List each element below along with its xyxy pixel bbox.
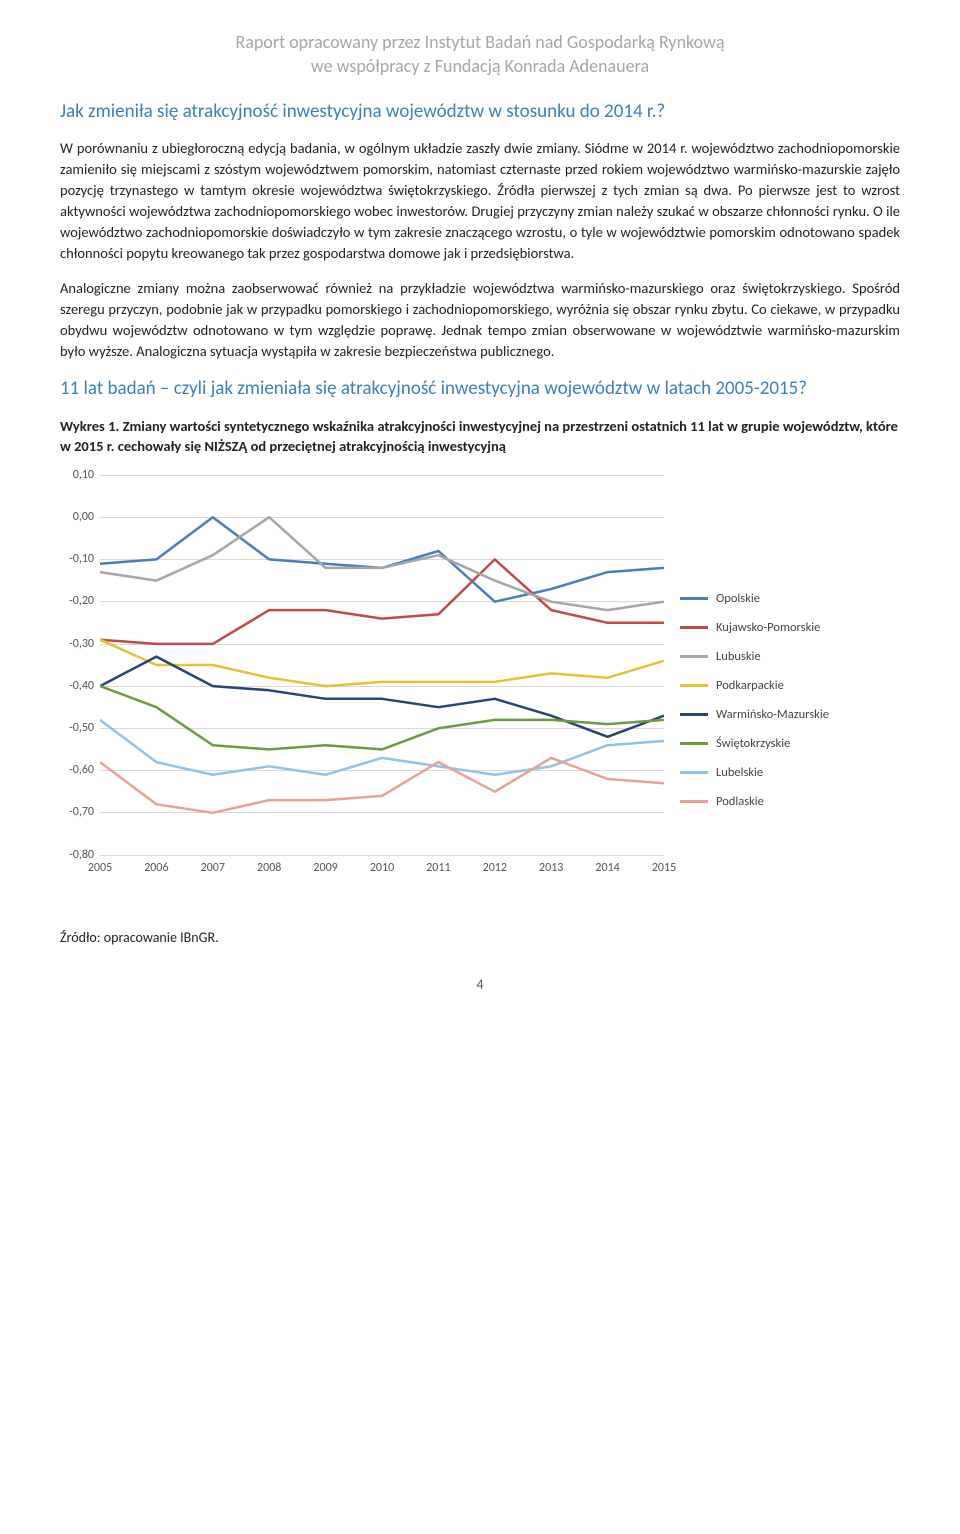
chart-legend: Opolskie Kujawsko-Pomorskie Lubuskie Podkar… (680, 591, 880, 823)
y-tick-label: -0,80 (60, 848, 94, 862)
legend-item: Opolskie (680, 591, 880, 606)
legend-swatch (680, 800, 708, 803)
series-line (100, 639, 664, 685)
legend-label: Kujawsko-Pomorskie (716, 620, 820, 635)
y-tick-label: -0,50 (60, 721, 94, 735)
report-header: Raport opracowany przez Instytut Badań n… (60, 30, 900, 79)
legend-item: Lubuskie (680, 649, 880, 664)
y-tick-label: -0,10 (60, 552, 94, 566)
x-tick-label: 2014 (595, 861, 619, 875)
y-tick-label: -0,20 (60, 594, 94, 608)
chart-container: 0,10 0,00 -0,10 -0,20 -0,30 -0,40 -0,50 -0,60 -0… (60, 471, 880, 911)
series-line (100, 517, 664, 602)
section1-para1: W porównaniu z ubiegłoroczną edycją bada… (60, 138, 900, 264)
legend-swatch (680, 713, 708, 716)
legend-item: Świętokrzyskie (680, 736, 880, 751)
y-tick-label: 0,10 (60, 468, 94, 482)
x-tick-label: 2009 (313, 861, 337, 875)
x-tick-label: 2007 (201, 861, 225, 875)
y-tick-label: 0,00 (60, 510, 94, 524)
legend-swatch (680, 684, 708, 687)
legend-item: Lubelskie (680, 765, 880, 780)
series-line (100, 686, 664, 749)
x-tick-label: 2008 (257, 861, 281, 875)
header-line1: Raport opracowany przez Instytut Badań n… (235, 31, 724, 53)
legend-item: Warmińsko-Mazurskie (680, 707, 880, 722)
legend-label: Lubelskie (716, 765, 763, 780)
x-tick-label: 2011 (426, 861, 450, 875)
y-tick-label: -0,40 (60, 679, 94, 693)
series-line (100, 758, 664, 813)
y-tick-label: -0,60 (60, 763, 94, 777)
grid-line (100, 855, 664, 856)
legend-swatch (680, 626, 708, 629)
x-tick-label: 2010 (370, 861, 394, 875)
series-line (100, 559, 664, 644)
legend-label: Warmińsko-Mazurskie (716, 707, 829, 722)
series-line (100, 517, 664, 610)
x-tick-label: 2013 (539, 861, 563, 875)
section1-heading: Jak zmieniła się atrakcyjność inwestycyj… (60, 99, 900, 125)
x-tick-label: 2005 (88, 861, 112, 875)
y-tick-label: -0,70 (60, 805, 94, 819)
legend-swatch (680, 742, 708, 745)
x-tick-label: 2015 (652, 861, 676, 875)
y-tick-label: -0,30 (60, 637, 94, 651)
legend-item: Podlaskie (680, 794, 880, 809)
section1-para2: Analogiczne zmiany można zaobserwować ró… (60, 278, 900, 362)
plot-area (100, 475, 664, 855)
legend-label: Lubuskie (716, 649, 761, 664)
legend-swatch (680, 597, 708, 600)
x-tick-label: 2006 (144, 861, 168, 875)
legend-item: Kujawsko-Pomorskie (680, 620, 880, 635)
legend-label: Świętokrzyskie (716, 736, 790, 751)
x-tick-label: 2012 (483, 861, 507, 875)
page-number: 4 (60, 976, 900, 993)
legend-label: Podkarpackie (716, 678, 784, 693)
series-line (100, 720, 664, 775)
legend-swatch (680, 655, 708, 658)
legend-item: Podkarpackie (680, 678, 880, 693)
header-line2: we współpracy z Fundacją Konrada Adenaue… (311, 55, 649, 77)
legend-label: Opolskie (716, 591, 760, 606)
legend-label: Podlaskie (716, 794, 764, 809)
section2-heading: 11 lat badań – czyli jak zmieniała się a… (60, 376, 900, 402)
legend-swatch (680, 771, 708, 774)
source-line: Źródło: opracowanie IBnGR. (60, 929, 900, 946)
figure-caption: Wykres 1. Zmiany wartości syntetycznego … (60, 416, 900, 457)
series-lines (100, 475, 664, 855)
